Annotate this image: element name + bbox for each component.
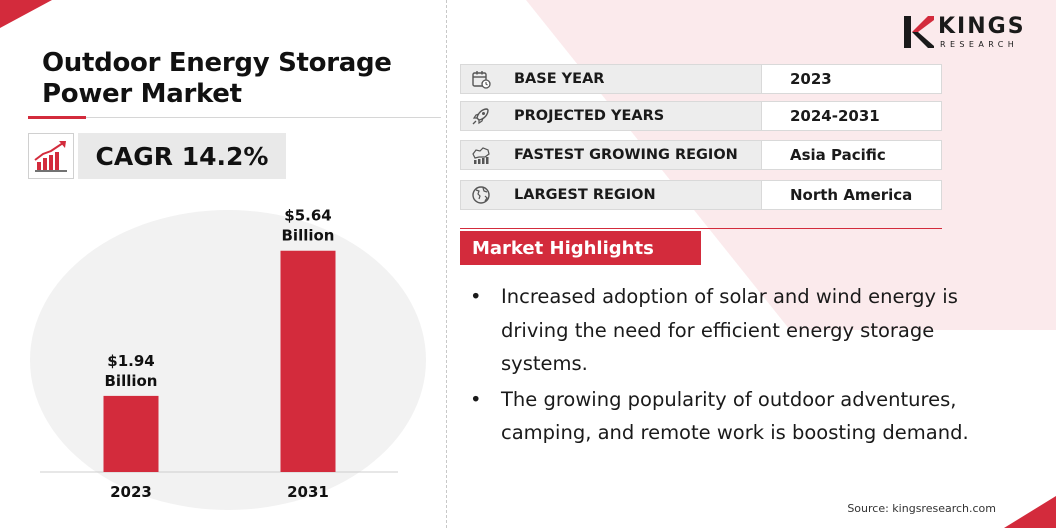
info-label: BASE YEAR (500, 64, 762, 94)
info-label: PROJECTED YEARS (500, 101, 762, 131)
info-value: Asia Pacific (762, 140, 942, 170)
info-label: FASTEST GROWING REGION (500, 140, 762, 170)
info-value: North America (762, 180, 942, 210)
bar (280, 250, 336, 472)
kings-logo-icon (904, 16, 934, 48)
highlights-divider (460, 228, 942, 229)
highlights-list: • Increased adoption of solar and wind e… (470, 280, 990, 452)
info-row-largest-region: LARGEST REGION North America (460, 180, 942, 210)
market-size-bar-chart: $1.94 Billion 2023 $5.64 Billion 2031 (40, 207, 398, 501)
rocket-icon (460, 101, 500, 131)
brand-logo: KINGS RESEARCH (902, 14, 1042, 56)
calendar-clock-icon (460, 64, 500, 94)
data-label-unit: Billion (105, 372, 158, 390)
bullet-icon: • (470, 387, 482, 411)
info-label: LARGEST REGION (500, 180, 762, 210)
title-underline-accent (28, 116, 86, 119)
bullet-icon: • (470, 285, 482, 308)
x-tick-label: 2031 (287, 483, 329, 501)
highlight-item: • The growing popularity of outdoor adve… (470, 383, 990, 450)
data-label-unit: Billion (282, 227, 335, 245)
data-label-value: $5.64 (284, 207, 331, 225)
info-row-fastest-growing-region: FASTEST GROWING REGION Asia Pacific (460, 140, 942, 170)
x-tick-label: 2023 (110, 483, 152, 501)
highlights-heading: Market Highlights (460, 231, 701, 265)
highlight-item: • Increased adoption of solar and wind e… (470, 280, 990, 381)
panel-divider (446, 0, 447, 528)
info-row-base-year: BASE YEAR 2023 (460, 64, 942, 94)
corner-accent-top-left (0, 0, 52, 28)
title-underline (28, 117, 441, 118)
logo-subtitle: RESEARCH (940, 40, 1019, 49)
info-value: 2023 (762, 64, 942, 94)
highlight-text: The growing popularity of outdoor advent… (501, 387, 969, 445)
info-value: 2024-2031 (762, 101, 942, 131)
region-growth-icon (460, 140, 500, 170)
growth-chart-icon (28, 133, 74, 179)
info-row-projected-years: PROJECTED YEARS 2024-2031 (460, 101, 942, 131)
bar (103, 395, 159, 472)
corner-accent-bottom-right (1004, 496, 1056, 528)
globe-icon (460, 180, 500, 210)
logo-wordmark: KINGS (938, 14, 1026, 39)
source-credit: Source: kingsresearch.com (847, 502, 996, 515)
data-label-value: $1.94 (107, 352, 154, 370)
cagr-badge: CAGR 14.2% (78, 133, 286, 179)
highlight-text: Increased adoption of solar and wind ene… (501, 285, 958, 375)
page-title: Outdoor Energy Storage Power Market (42, 48, 392, 109)
